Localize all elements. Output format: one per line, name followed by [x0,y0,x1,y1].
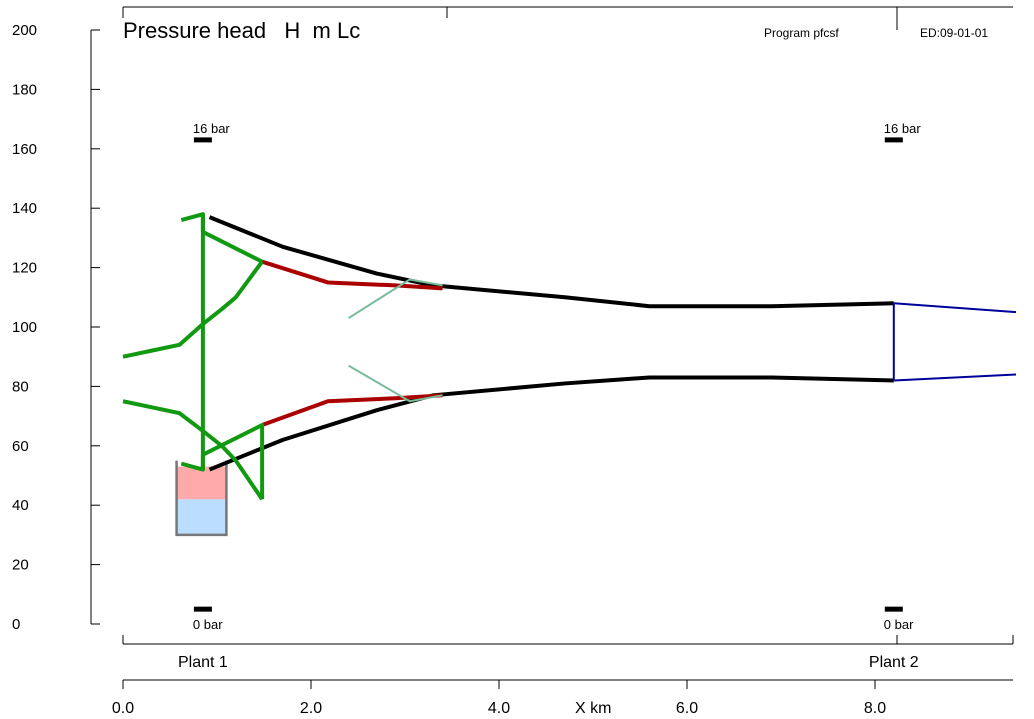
series-upper-envelope [208,215,894,309]
reservoir [175,460,228,537]
x-tick-label: 2.0 [300,700,322,717]
y-tick-label: 20 [12,557,29,574]
y-tick-label: 100 [12,319,37,336]
y-tick-label: 80 [12,378,29,395]
pressure-marker-label: 16 bar [884,121,922,136]
x-tick-label: 4.0 [488,700,510,717]
edition-label: ED:09-01-01 [920,26,988,40]
y-tick-label: 180 [12,81,37,98]
series-lower-branch [348,364,443,403]
series-upper-segment [261,259,443,291]
pressure-marker-label: 0 bar [193,617,223,632]
reservoir-head [176,466,227,500]
x-tick-label: 6.0 [676,700,698,717]
series-lower-segment [261,393,443,427]
pressure-markers: 16 bar 16 bar 0 bar 0 bar [193,121,921,632]
y-tick-label: 60 [12,438,29,455]
series-upper-outlet [893,302,1017,314]
x-axis-label: X km [575,700,611,717]
y-tick-label: 140 [12,200,37,217]
series-group [122,212,1017,501]
reservoir-water [176,499,227,535]
chart-title: Pressure head H m Lc [123,18,360,43]
series-lower-envelope [208,375,894,472]
series-lower-outlet [893,373,1017,382]
axes: 0 20 40 60 80 100 120 140 160 180 200 0.0 2.0 4.0 6.0 8… [12,22,919,717]
y-tick-label: 0 [12,616,20,633]
pressure-marker-label: 0 bar [884,617,914,632]
series-upper-branch [348,278,443,319]
plant-label: Plant 1 [178,654,228,671]
pressure-marker-label: 16 bar [193,121,231,136]
pressure-marker [884,606,903,612]
pressure-marker [193,137,212,143]
pressure-marker [884,137,903,143]
x-tick-label: 8.0 [864,700,886,717]
y-tick-label: 120 [12,260,37,277]
chart-frame [90,6,1014,681]
y-tick-label: 200 [12,22,37,39]
y-tick-label: 40 [12,497,29,514]
series-surge-upper-curve [122,260,264,359]
pressure-marker [193,606,212,612]
program-label: Program pfcsf [764,26,839,40]
y-tick-label: 160 [12,141,37,158]
x-tick-label: 0.0 [112,700,134,717]
plant-label: Plant 2 [869,654,919,671]
reservoir-outline [175,460,228,537]
